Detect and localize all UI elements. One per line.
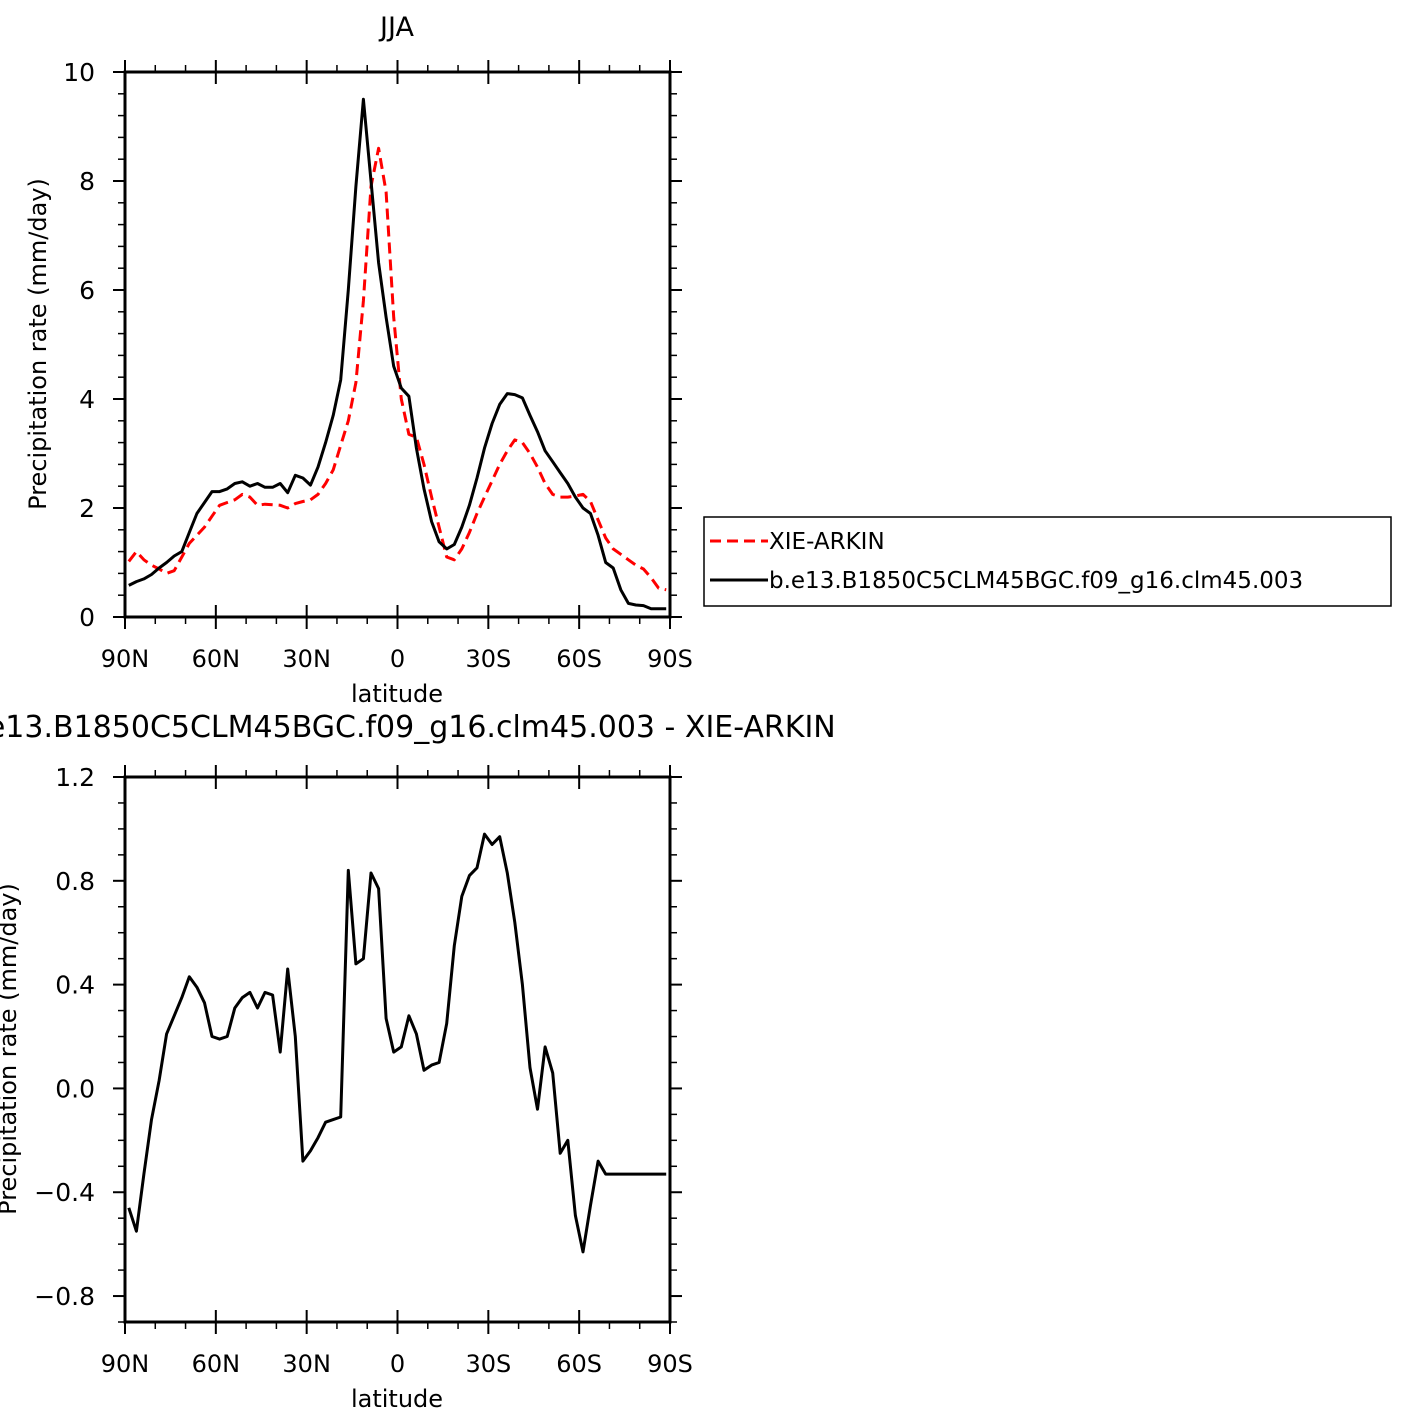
y-tick-label: 0.4 [55,971,95,1000]
y-tick-label: −0.8 [34,1282,95,1311]
x-tick-label: 30N [282,1350,331,1378]
x-tick-label: 90N [101,645,150,673]
x-tick-label: 60S [556,645,602,673]
top-tick-labels: 90N 60N 30N 0 30S 60S 90S 0 2 4 6 8 10 [63,58,693,673]
y-tick-label: 0.8 [55,867,95,896]
series-line-1 [127,146,667,592]
top-y-axis-label: Precipitation rate (mm/day) [24,178,52,510]
x-tick-label: 90S [647,645,693,673]
top-chart-title: JJA [378,12,414,43]
y-tick-label: 2 [79,494,95,523]
x-tick-label: 60N [192,645,241,673]
x-tick-label: 30S [465,645,511,673]
bottom-chart-panel: b.e13.B1850C5CLM45BGC.f09_g16.clm45.003 … [0,710,836,1413]
x-tick-label: 60S [556,1350,602,1378]
legend-box [703,516,1392,607]
legend-label-xie-arkin: XIE-ARKIN [769,529,885,555]
y-tick-label: 4 [79,385,95,414]
x-tick-label: 30N [282,645,331,673]
y-tick-label: 0.0 [55,1074,95,1103]
top-plot-frame [123,70,672,619]
top-x-axis-label: latitude [351,680,443,708]
y-tick-label: 6 [79,276,95,305]
x-tick-label: 90S [647,1350,693,1378]
y-tick-label: 8 [79,167,95,196]
top-series-layer [127,97,667,611]
series-line-1 [127,832,667,1254]
bottom-x-axis-label: latitude [351,1385,443,1413]
bottom-series-layer [127,832,667,1254]
series-line-2 [128,97,667,611]
legend-label-model: b.e13.B1850C5CLM45BGC.f09_g16.clm45.003 [769,568,1303,594]
x-tick-label: 0 [390,1350,405,1378]
x-tick-label: 90N [101,1350,150,1378]
bottom-tick-labels: 90N 60N 30N 0 30S 60S 90S −0.8 −0.4 0.0 0.4 0.8 1.2 [34,763,693,1378]
x-tick-label: 0 [390,645,405,673]
bottom-plot-frame [123,775,672,1324]
x-tick-label: 60N [192,1350,241,1378]
y-tick-label: 1.2 [55,763,95,792]
bottom-y-axis-label: Precipitation rate (mm/day) [0,883,22,1215]
legend: XIE-ARKIN b.e13.B1850C5CLM45BGC.f09_g16.… [703,516,1392,607]
y-tick-label: 0 [79,603,95,632]
bottom-chart-title: b.e13.B1850C5CLM45BGC.f09_g16.clm45.003 … [0,710,836,745]
y-tick-label: 10 [63,58,95,87]
y-tick-label: −0.4 [34,1178,95,1207]
x-tick-label: 30S [465,1350,511,1378]
